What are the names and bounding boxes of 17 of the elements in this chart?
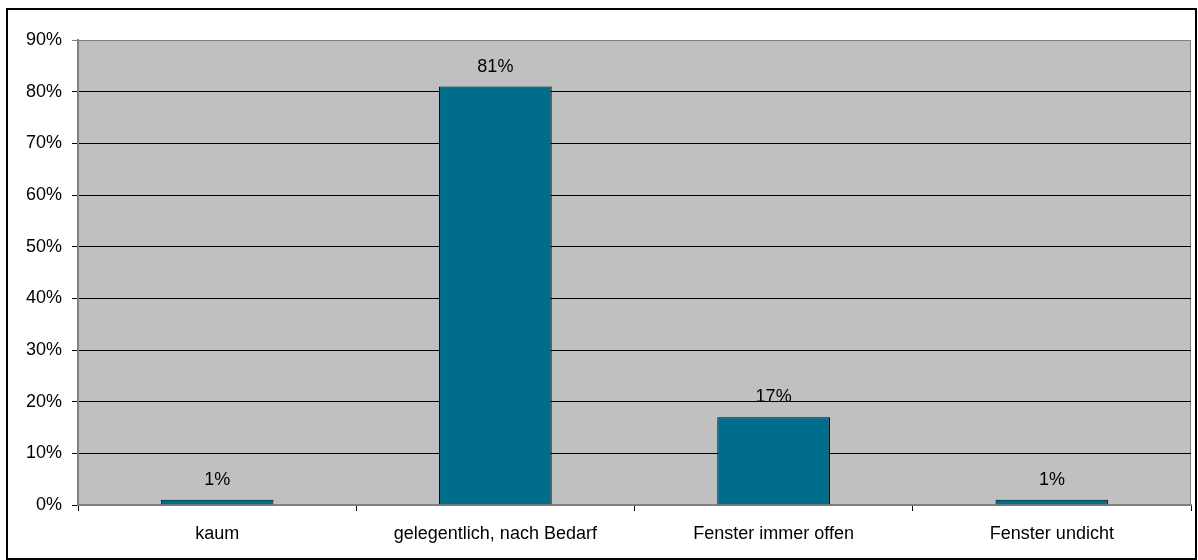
x-tick-label: Fenster undicht	[989, 522, 1114, 543]
y-tick-label: 40%	[25, 287, 62, 308]
y-tick-label: 20%	[25, 390, 62, 411]
x-tick-label: Fenster immer offen	[693, 522, 854, 543]
y-tick-label: 30%	[25, 338, 62, 359]
y-tick-label: 80%	[25, 80, 62, 101]
x-tick-label: kaum	[195, 522, 240, 543]
data-label: 81%	[477, 55, 514, 76]
y-tick-label: 60%	[25, 183, 62, 204]
y-tick-label: 10%	[25, 442, 62, 463]
data-label: 1%	[204, 468, 231, 489]
x-tick-label: gelegentlich, nach Bedarf	[393, 522, 598, 543]
y-tick-label: 0%	[35, 493, 62, 514]
y-tick-label: 90%	[25, 28, 62, 49]
y-tick-label: 70%	[25, 132, 62, 153]
data-label: 1%	[1038, 468, 1065, 489]
y-tick-label: 50%	[25, 235, 62, 256]
